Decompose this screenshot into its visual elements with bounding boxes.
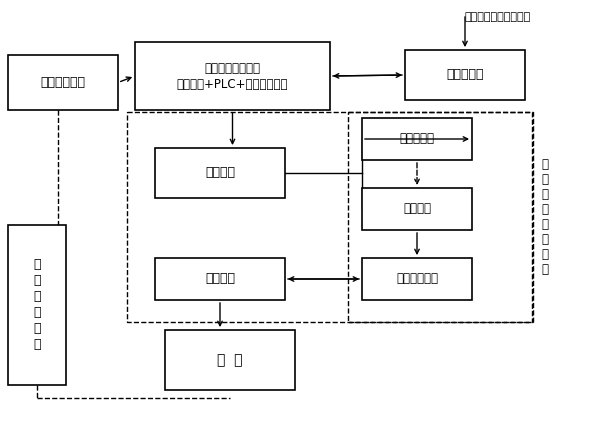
Bar (348, 112, 533, 322)
Bar (135, 42, 330, 110)
Text: 设计花型工艺: 设计花型工艺 (41, 76, 86, 89)
Bar (405, 50, 525, 100)
Bar (8, 225, 66, 385)
Bar (362, 118, 472, 160)
Bar (165, 330, 295, 390)
Bar (155, 148, 285, 198)
Text: 横
移
驱
动
执
行
单
元: 横 移 驱 动 执 行 单 元 (541, 158, 549, 276)
Bar (127, 112, 532, 322)
Bar (8, 55, 118, 110)
Text: 形
成
编
织
过
程: 形 成 编 织 过 程 (34, 258, 41, 352)
Text: 伺服电机: 伺服电机 (403, 202, 431, 215)
Text: 梳  栉: 梳 栉 (217, 353, 243, 367)
Text: 编码控制器: 编码控制器 (446, 69, 484, 82)
Text: 横移机构: 横移机构 (205, 272, 235, 285)
Text: 采集主轴定位信号反馈: 采集主轴定位信号反馈 (465, 12, 531, 22)
Text: 伺服驱动器: 伺服驱动器 (400, 133, 434, 146)
Bar (155, 258, 285, 300)
Bar (362, 258, 472, 300)
Text: 整机集成控制单元
（工控机+PLC+横移控制器）: 整机集成控制单元 （工控机+PLC+横移控制器） (177, 61, 288, 90)
Text: 伺服系统: 伺服系统 (205, 167, 235, 180)
Bar (362, 188, 472, 230)
Text: 电动缸运动器: 电动缸运动器 (396, 272, 438, 285)
